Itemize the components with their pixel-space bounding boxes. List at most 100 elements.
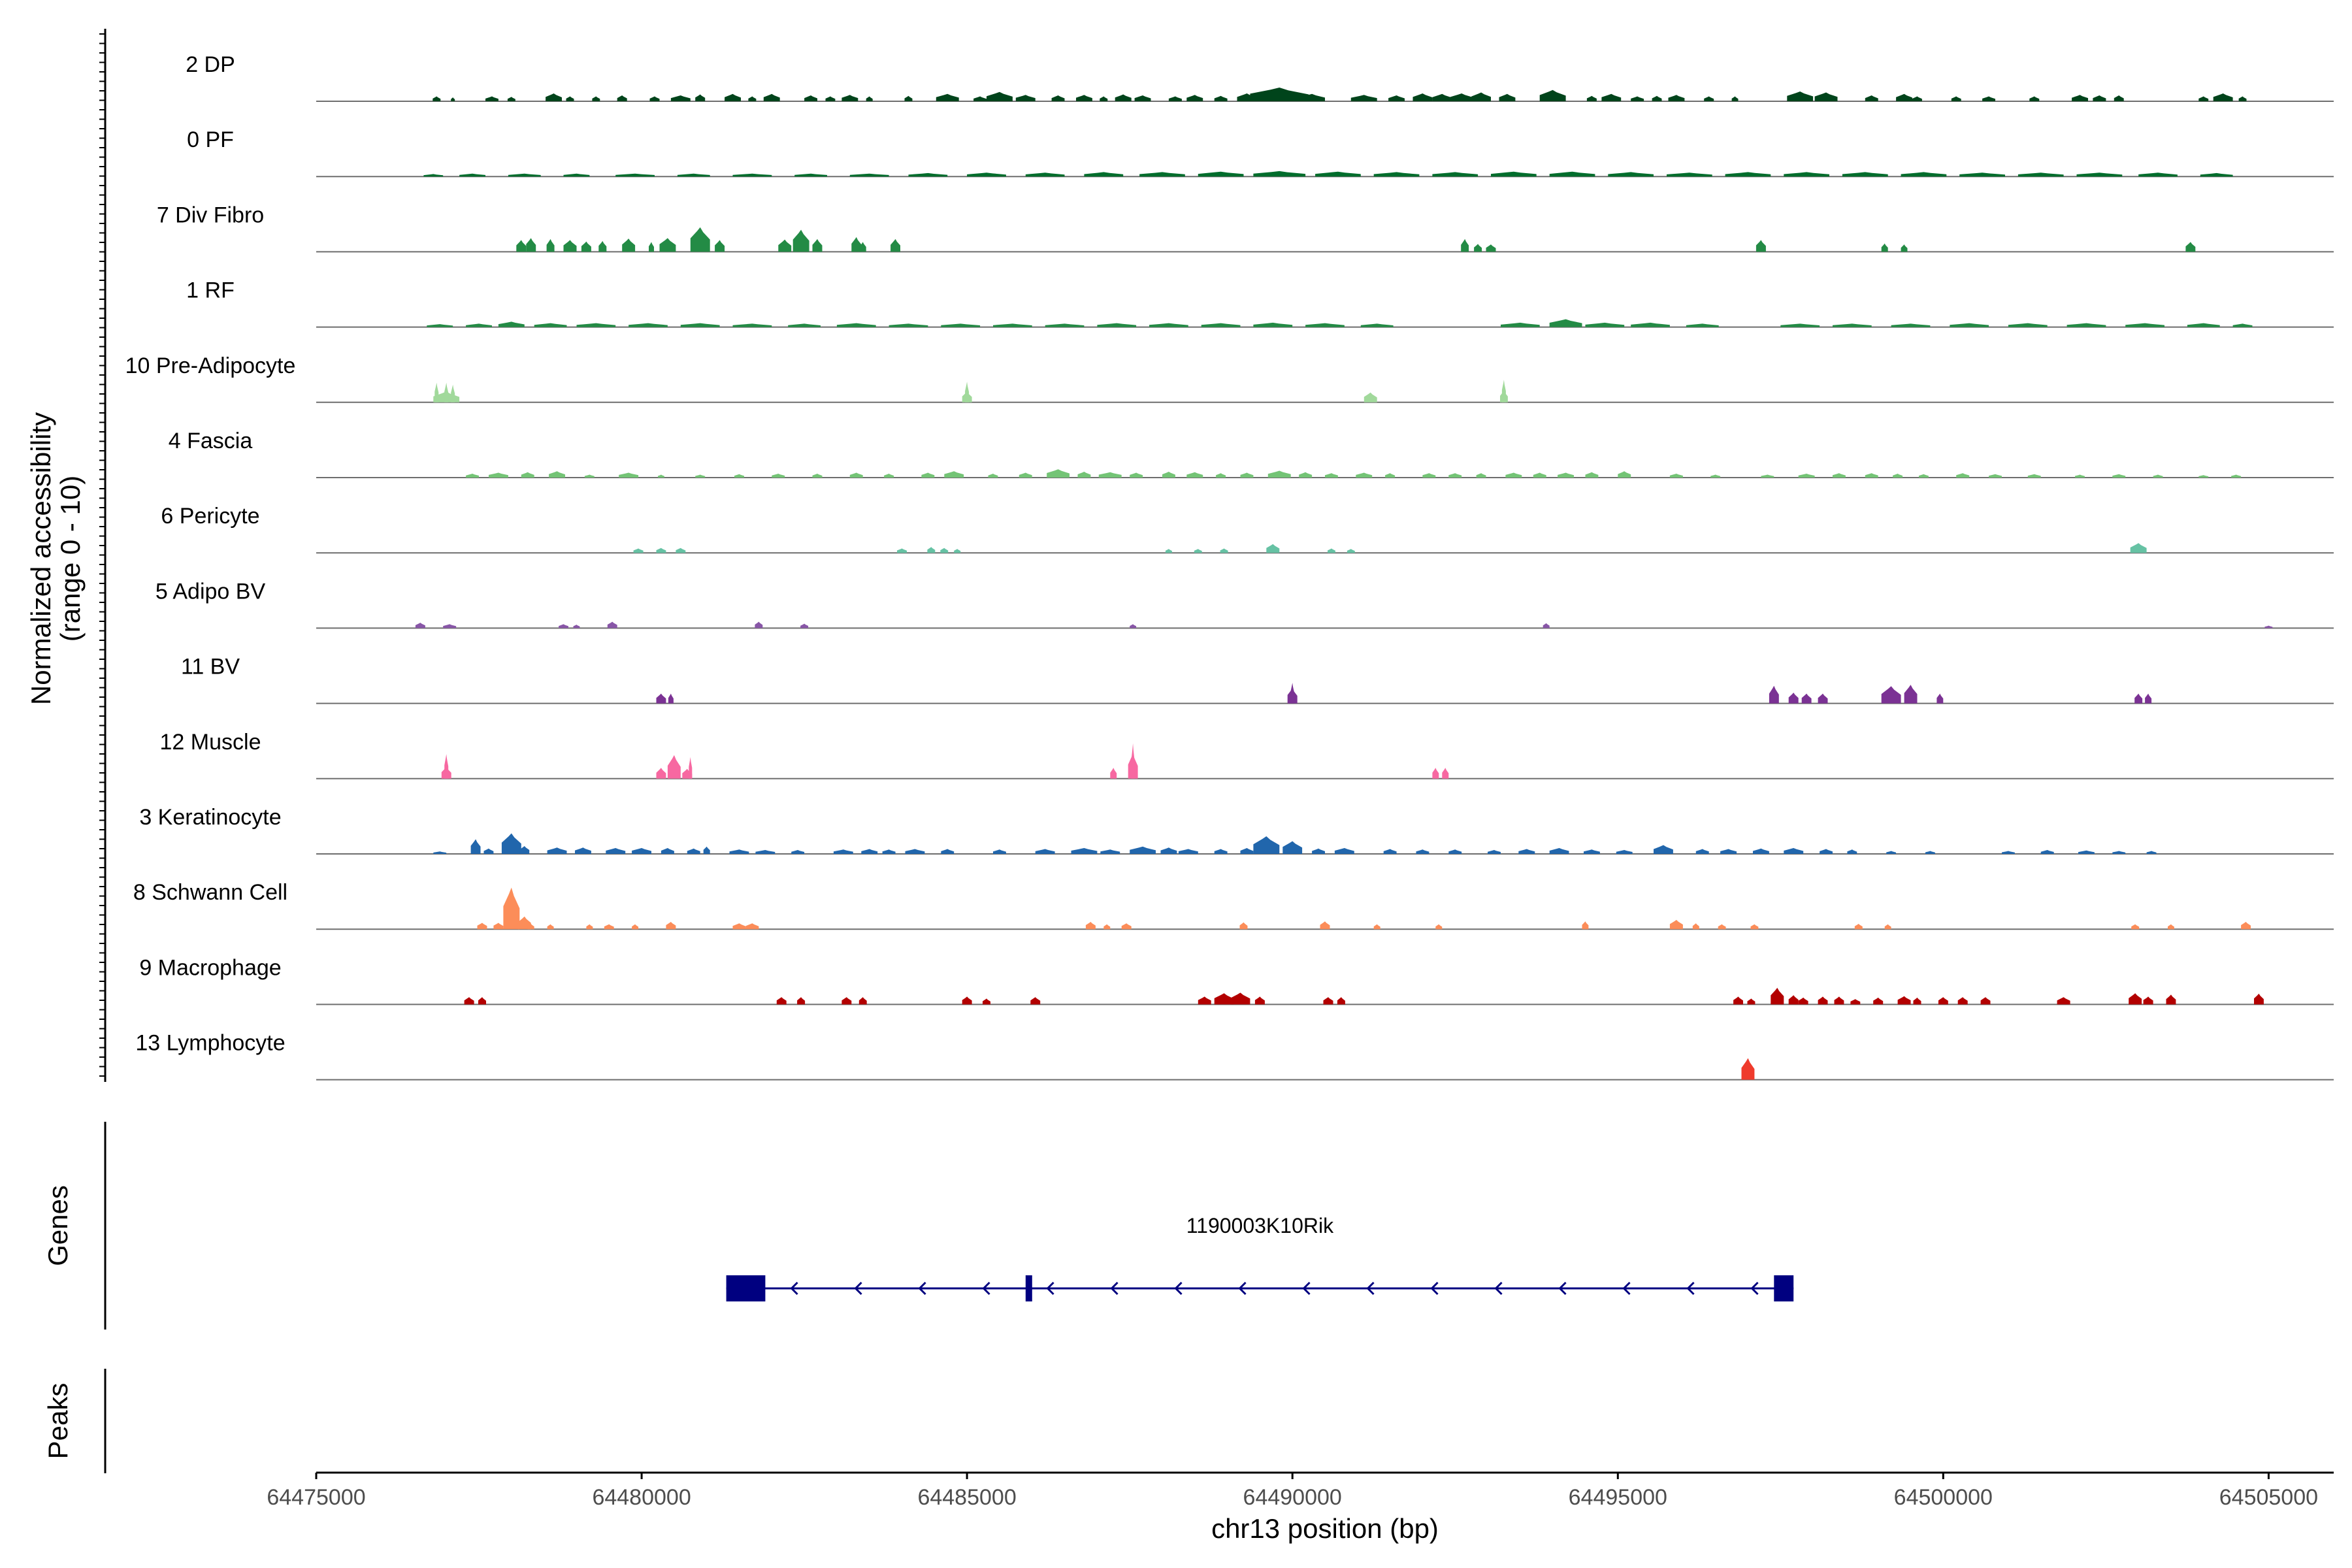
coverage-peak	[2027, 474, 2041, 478]
coverage-peak	[501, 833, 521, 854]
coverage-peak	[1160, 847, 1177, 854]
genes-panel-label: Genes	[42, 1185, 73, 1266]
coverage-peak	[1168, 96, 1182, 101]
track-label: 13 Lymphocyte	[135, 1031, 285, 1056]
coverage-peak	[1784, 172, 1829, 177]
coverage-peak	[962, 996, 972, 1005]
coverage-peak	[1115, 94, 1132, 101]
coverage-peak	[2254, 993, 2264, 1005]
gene-annotation: 1190003K10Rik	[726, 1214, 1794, 1301]
coverage-peak	[755, 621, 763, 629]
coverage-peak	[1214, 95, 1228, 101]
coverage-peak	[1798, 997, 1808, 1005]
coverage-peak	[2008, 323, 2048, 327]
x-tick-label: 64485000	[917, 1485, 1016, 1510]
coverage-peak	[1130, 472, 1143, 478]
strand-arrow	[1494, 1281, 1503, 1296]
coverage-peak	[1788, 693, 1799, 704]
coverage-peak	[444, 754, 449, 779]
coverage-peak	[1149, 323, 1188, 327]
coverage-peak	[584, 474, 595, 478]
coverage-peak	[1788, 995, 1799, 1005]
track-label: 2 DP	[186, 52, 235, 77]
coverage-peak	[993, 323, 1032, 327]
coverage-peak	[1818, 693, 1828, 704]
coverage-peak	[1299, 472, 1313, 478]
coverage-peak	[849, 173, 889, 177]
coverage-peak	[2129, 993, 2142, 1005]
coverage-peak	[622, 238, 636, 252]
coverage-peak	[619, 472, 639, 478]
coverage-peak	[965, 382, 970, 402]
coverage-peak	[732, 923, 746, 930]
coverage-peak	[1253, 836, 1280, 854]
coverage-peak	[890, 238, 900, 252]
coverage-peak	[1047, 469, 1070, 478]
coverage-peak	[466, 474, 479, 478]
coverage-peak	[1305, 323, 1345, 327]
coverage-peak	[1731, 96, 1739, 101]
coverage-peak	[905, 849, 925, 854]
coverage-peak	[1253, 322, 1293, 327]
coverage-peak	[703, 846, 710, 854]
coverage-peak	[1957, 997, 1968, 1005]
coverage-peak	[2238, 96, 2247, 101]
coverage-peak	[1669, 474, 1683, 478]
coverage-peak	[1194, 549, 1202, 553]
coverage-peak	[1814, 92, 1838, 101]
coverage-peak	[1787, 91, 1814, 101]
strand-arrow	[790, 1281, 798, 1296]
coverage-peak	[725, 93, 741, 101]
coverage-peak	[1385, 473, 1396, 478]
coverage-peak	[2166, 994, 2176, 1005]
coverage-peak	[1539, 90, 1566, 101]
coverage-peak	[1982, 96, 1995, 101]
coverage-peak	[1956, 473, 1970, 478]
coverage-peak	[800, 623, 809, 629]
coverage-peak	[1100, 849, 1120, 854]
coverage-peak	[1315, 171, 1361, 177]
track-7-div-fibro: 7 Div Fibro	[157, 203, 2334, 253]
coverage-peak	[1704, 96, 1714, 101]
x-tick-label: 64495000	[1569, 1485, 1667, 1510]
y-axis-title: Normalized accessibility (range 0 - 10)	[25, 412, 86, 705]
coverage-peak	[941, 849, 955, 854]
coverage-peak	[1761, 474, 1774, 478]
coverage-peak	[1654, 845, 1673, 854]
coverage-peak	[1669, 920, 1683, 930]
coverage-peak	[1616, 850, 1633, 854]
coverage-peak	[1214, 849, 1228, 854]
coverage-peak	[1586, 95, 1597, 101]
coverage-peak	[1432, 93, 1452, 101]
coverage-peak	[1695, 849, 1709, 854]
coverage-peak	[1356, 472, 1373, 478]
strand-arrow	[1174, 1281, 1183, 1296]
coverage-peak	[1491, 171, 1537, 177]
coverage-peak	[1388, 95, 1405, 101]
coverage-peak	[1045, 323, 1085, 327]
coverage-peak	[695, 94, 706, 101]
strand-arrow	[918, 1281, 926, 1296]
coverage-peak	[1584, 849, 1600, 854]
coverage-peak	[586, 924, 593, 930]
coverage-peak	[1601, 93, 1622, 101]
coverage-peak	[1253, 171, 1306, 177]
coverage-peak	[940, 547, 949, 553]
coverage-peak	[666, 922, 676, 930]
coverage-peak	[2130, 543, 2147, 553]
coverage-peak	[1015, 95, 1036, 101]
coverage-peak	[797, 997, 806, 1005]
coverage-peak	[470, 839, 481, 854]
coverage-peak	[941, 323, 981, 327]
coverage-peak	[1450, 93, 1473, 101]
coverage-peak	[444, 382, 449, 402]
coverage-peak	[1178, 849, 1198, 854]
coverage-peak	[2264, 625, 2273, 629]
coverage-peak	[1784, 848, 1804, 854]
coverage-peak	[1585, 322, 1625, 327]
coverage-peak	[649, 96, 660, 101]
coverage-peak	[1186, 472, 1203, 478]
coverage-peak	[1897, 996, 1911, 1005]
coverage-peak	[526, 238, 536, 252]
coverage-peak	[2213, 93, 2233, 101]
